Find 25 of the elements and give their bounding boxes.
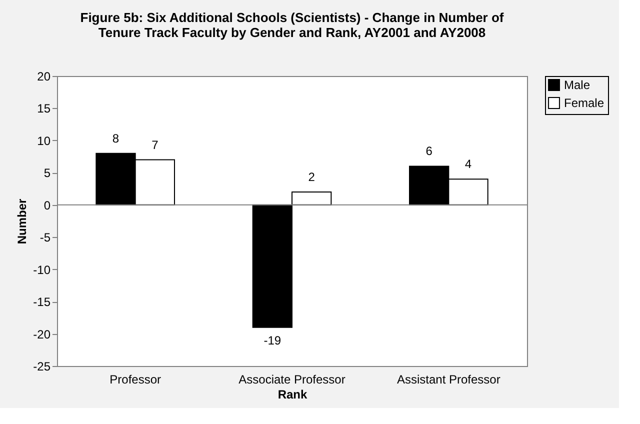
text: Figure 5b: Six Additional Schools (Scientists) - Change in Number of [80,10,504,25]
y-axis-title: Number [15,198,30,244]
data-label: -19 [264,333,282,348]
legend-label: Male [564,78,590,92]
x-tick-label: Professor [110,372,162,386]
y-tick-label: 5 [44,166,51,180]
y-tick-label: -25 [33,360,51,374]
x-axis-title: Rank [278,388,308,402]
y-tick-label: 20 [37,70,51,84]
y-tick-label: 10 [37,134,51,148]
y-tick-label: 15 [37,102,51,116]
data-label: 6 [426,144,433,158]
y-tick-label: -5 [40,230,51,245]
data-label: 4 [464,157,472,172]
x-tick-label: Associate Professor [238,372,346,386]
data-label: 2 [308,170,316,184]
y-tick-label: -15 [33,295,51,310]
data-label: 7 [152,138,159,152]
x-tick-label: Assistant Professor [396,372,500,386]
text: Tenure Track Faculty by Gender and Rank, AY2001 and AY2008 [98,25,486,40]
data-label: 8 [112,131,120,146]
y-tick-label: -10 [33,262,51,277]
y-tick-label: -20 [33,327,51,342]
legend-label: Female [564,96,604,110]
y-tick-label: 0 [44,198,51,212]
